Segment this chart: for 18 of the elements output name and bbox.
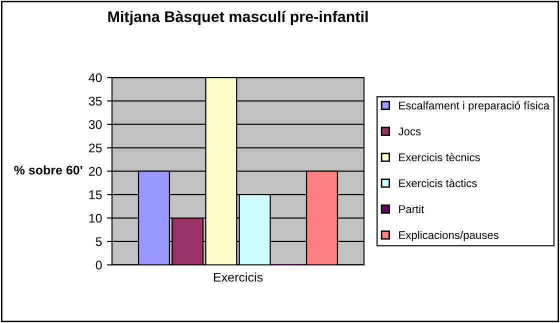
y-tick-label: 5	[96, 237, 102, 246]
y-tick-label: 35	[88, 96, 102, 106]
y-tick-label: 15	[89, 190, 102, 200]
legend-label: Exercicis tàctics	[399, 178, 477, 188]
legend-label: Jocs	[398, 128, 421, 136]
y-tick-label: 40	[88, 73, 102, 82]
y-tick-label: 0	[96, 260, 102, 270]
y-tick-label: 20	[89, 166, 102, 176]
legend-label: Exercicis tècnics	[399, 152, 480, 162]
legend-label: Escalfament i preparació física	[399, 101, 550, 112]
y-tick-label: 30	[88, 120, 102, 130]
y-tick-label: 25	[89, 144, 102, 152]
chart-title: Mitjana Bàsquet masculí pre-infantil	[108, 10, 368, 26]
y-tick-label: 10	[89, 214, 102, 223]
legend-label: Explicacions/pauses	[399, 230, 498, 242]
x-axis-title: Exercicis	[214, 272, 263, 282]
legend-label: Partit	[399, 204, 424, 214]
y-axis-title: % sobre 60'	[14, 165, 82, 175]
